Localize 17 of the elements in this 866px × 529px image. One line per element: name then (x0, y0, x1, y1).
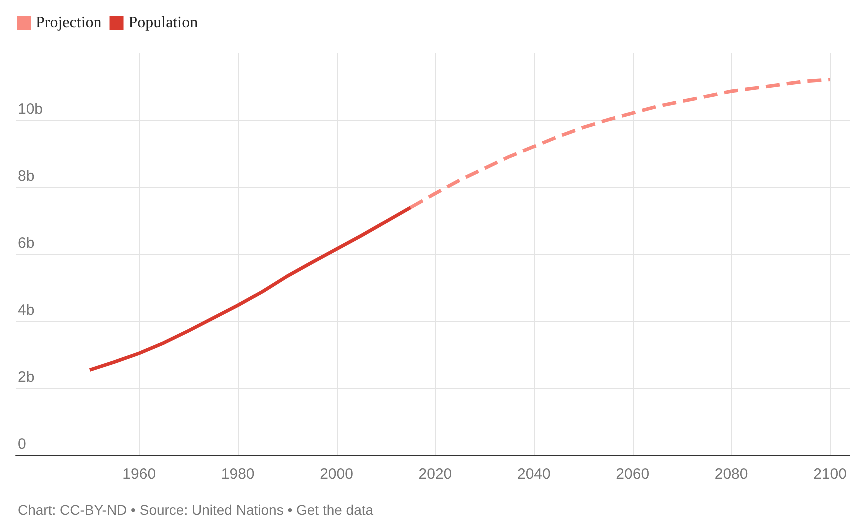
x-tick-label: 2040 (517, 466, 551, 483)
y-tick-label: 10b (18, 101, 44, 118)
y-tick-label: 8b (18, 168, 35, 185)
y-tick-label: 2b (18, 369, 35, 386)
x-tick-label: 2060 (616, 466, 650, 483)
x-tick-label: 1960 (122, 466, 156, 483)
legend-label: Population (128, 14, 198, 32)
x-tick-label: 1980 (221, 466, 255, 483)
x-tick-label: 2100 (814, 466, 847, 483)
x-tick-label: 2000 (320, 466, 354, 483)
x-tick-label: 2080 (714, 466, 748, 483)
legend-label: Projection (36, 14, 102, 32)
x-tick-label: 2020 (418, 466, 452, 483)
y-tick-label: 0 (18, 436, 26, 453)
y-tick-label: 4b (18, 302, 35, 319)
y-tick-label: 6b (18, 235, 35, 252)
text: Chart: CC-BY-ND • Source: United Nations • Get the data (18, 502, 374, 518)
